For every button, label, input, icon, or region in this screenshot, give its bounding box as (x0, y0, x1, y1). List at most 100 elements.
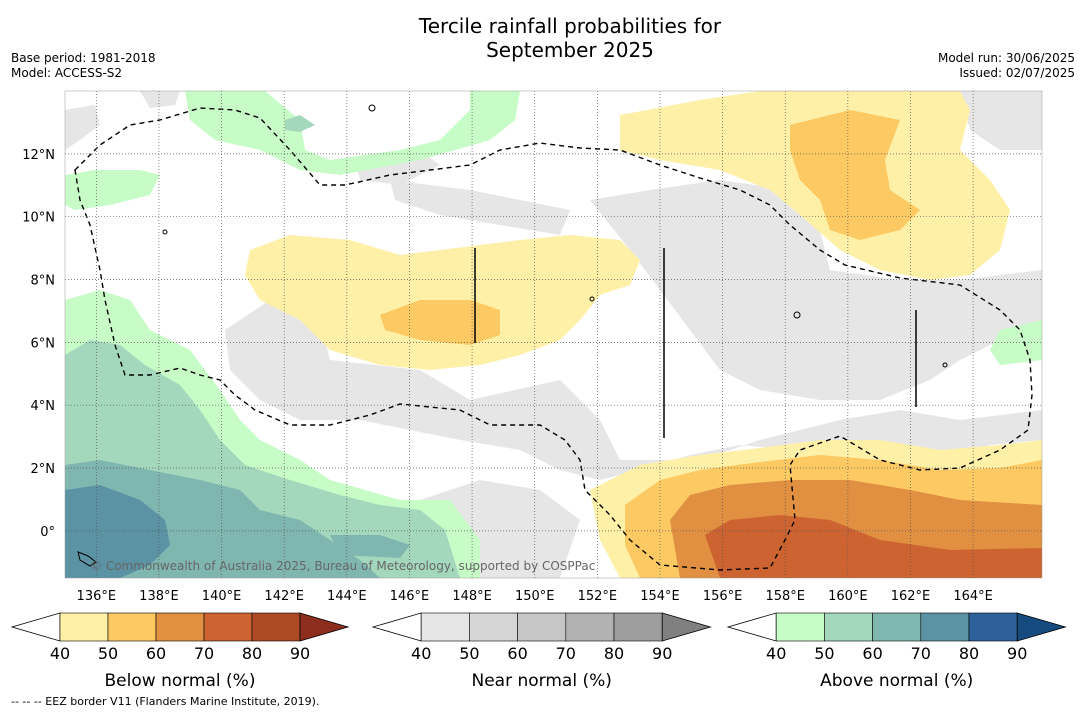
longitude-tick-label: 150°E (515, 589, 555, 604)
longitude-tick-label: 138°E (139, 589, 179, 604)
colorbar-swatch (107, 612, 157, 642)
longitude-tick-label: 160°E (828, 589, 868, 604)
colorbar-tick-label: 60 (146, 644, 166, 663)
longitude-labels: 136°E 138°E 140°E 142°E 144°E 146°E 148°E 150°E… (77, 589, 993, 604)
colorbar-low-extension (10, 612, 61, 642)
model-run: Model run: 30/06/2025 (937, 51, 1075, 65)
colorbar-tick-label: 60 (507, 644, 527, 663)
colorbar-high-extension (661, 612, 712, 642)
base-period: Base period: 1981-2018 (11, 51, 156, 65)
near-normal-region-north (140, 91, 180, 108)
title-line-2: September 2025 (486, 38, 654, 62)
colorbar-tick-label: 40 (411, 644, 431, 663)
longitude-tick-label: 162°E (891, 589, 931, 604)
longitude-tick-label: 152°E (578, 589, 618, 604)
issued-date: Issued: 02/07/2025 (959, 66, 1075, 80)
colorbar-swatch (824, 612, 873, 642)
longitude-tick-label: 140°E (202, 589, 242, 604)
island-marker (368, 104, 376, 112)
colorbar-tick-label: 50 (459, 644, 479, 663)
longitude-tick-label: 136°E (77, 589, 117, 604)
colorbar-high-extension (299, 612, 350, 642)
latitude-tick-label: 6°N (31, 336, 56, 351)
model-name: Model: ACCESS-S2 (11, 66, 123, 80)
colorbar-tick-label: 90 (652, 644, 672, 663)
below-normal-50-region-central (380, 300, 500, 345)
longitude-tick-label: 156°E (703, 589, 743, 604)
colorbar-tick-label: 70 (556, 644, 576, 663)
copyright-credit: © Commonwealth of Australia 2025, Bureau… (90, 559, 595, 573)
colorbar-swatch (565, 612, 615, 642)
latitude-tick-label: 8°N (31, 274, 56, 289)
colorbar-swatch (251, 612, 301, 642)
above-normal-region-north (185, 91, 520, 175)
colorbar-swatch (203, 612, 253, 642)
colorbar-tick-label: 80 (959, 644, 979, 663)
near-normal-region-mid (390, 180, 570, 235)
title-line-1: Tercile rainfall probabilities for (418, 14, 722, 38)
colorbar-tick-label: 90 (290, 644, 310, 663)
colorbar-below-normal: 40 50 60 70 80 90 Below normal (%) (10, 612, 350, 691)
colorbar-swatch (775, 612, 825, 642)
map-frame (64, 90, 1043, 579)
colorbar-tick-label: 60 (862, 644, 882, 663)
colorbar-swatch (59, 612, 109, 642)
near-normal-region-east (590, 180, 1042, 400)
graticule (65, 91, 1042, 578)
colorbar-tick-label: 40 (766, 644, 786, 663)
colorbar-title: Above normal (%) (820, 671, 973, 691)
colorbar-tick-label: 90 (1007, 644, 1027, 663)
colorbar-swatch (469, 612, 518, 642)
colorbar-title: Below normal (%) (105, 671, 256, 691)
above-normal-60-region-small (330, 535, 410, 558)
island-marker (77, 551, 97, 567)
colorbar-swatch (968, 612, 1018, 642)
map-field: © Commonwealth of Australia 2025, Bureau… (65, 91, 1042, 578)
island-marker (589, 296, 595, 302)
island-marker (942, 362, 948, 368)
map-title: Tercile rainfall probabilities for Septe… (0, 14, 1085, 62)
colorbar-swatch (517, 612, 567, 642)
island-marker (162, 229, 168, 235)
colorbar-legends: 40 50 60 70 80 90 Below normal (%) 40 50 60 70 80 90… (10, 612, 1067, 691)
longitude-tick-label: 154°E (640, 589, 680, 604)
colorbar-swatch (920, 612, 970, 642)
island-marker (793, 311, 801, 319)
colorbar-near-normal: 40 50 60 70 80 90 Near normal (%) (371, 612, 712, 691)
colorbar-tick-label: 70 (194, 644, 214, 663)
eez-border (74, 107, 1033, 571)
above-normal-50-region-north (285, 115, 315, 132)
near-normal-region-central (225, 300, 1042, 480)
latitude-tick-label: 0° (40, 525, 55, 540)
colorbar-high-extension (1016, 612, 1067, 642)
colorbar-swatch (155, 612, 205, 642)
latitude-tick-label: 4°N (31, 399, 56, 414)
colorbar-swatch (613, 612, 663, 642)
model-info: Base period: 1981-2018 Model: ACCESS-S2 (11, 51, 156, 81)
longitude-tick-label: 148°E (452, 589, 492, 604)
longitude-tick-label: 158°E (765, 589, 805, 604)
colorbar-tick-label: 50 (814, 644, 834, 663)
latitude-tick-label: 10°N (22, 211, 55, 226)
colorbar-tick-label: 70 (911, 644, 931, 663)
above-normal-70-region (65, 485, 170, 578)
eez-footnote: -- -- -- EEZ border V11 (Flanders Marine… (11, 695, 320, 708)
longitude-tick-label: 144°E (327, 589, 367, 604)
near-normal-region-northwest (65, 105, 100, 150)
colorbar-low-extension (371, 612, 422, 642)
colorbar-title: Near normal (%) (472, 671, 612, 691)
colorbar-tick-label: 80 (242, 644, 262, 663)
colorbar-swatch (420, 612, 470, 642)
longitude-tick-label: 146°E (390, 589, 430, 604)
latitude-labels: 12°N 10°N 8°N 6°N 4°N 2°N 0° (22, 148, 55, 540)
colorbar-low-extension (726, 612, 777, 642)
colorbar-swatch (872, 612, 922, 642)
latitude-tick-label: 2°N (31, 462, 56, 477)
colorbar-above-normal: 40 50 60 70 80 90 Above normal (%) (726, 612, 1067, 691)
longitude-tick-label: 142°E (264, 589, 304, 604)
colorbar-tick-label: 50 (98, 644, 118, 663)
latitude-tick-label: 12°N (22, 148, 55, 163)
near-normal-region-northeast (960, 91, 1042, 150)
above-normal-region-northwest (65, 170, 160, 210)
